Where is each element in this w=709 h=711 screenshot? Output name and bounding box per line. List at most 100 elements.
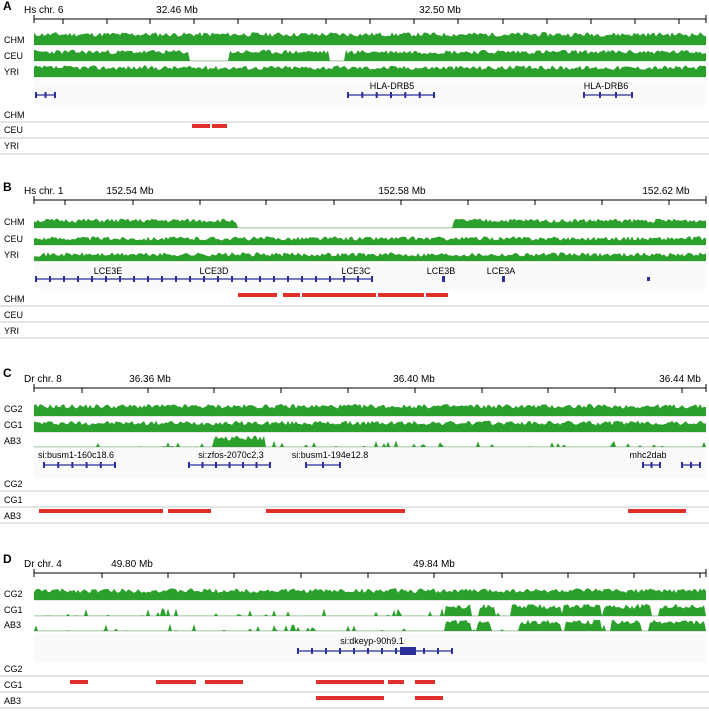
gene-model-mhc2dab (642, 462, 661, 468)
coord-label: 49.84 Mb (413, 559, 455, 570)
deletion-segment (628, 509, 686, 513)
gene-exon (305, 462, 307, 468)
gene-label: si:busm1-194e12.8 (292, 450, 369, 460)
track-label: CG2 (4, 404, 23, 414)
gene-model-lce3-cluster (35, 276, 373, 282)
gene-exon (35, 92, 37, 98)
gene-label: HLA-DRB6 (584, 81, 629, 91)
gene-exon (404, 92, 407, 98)
gene-exon (77, 276, 79, 282)
gene-exon (390, 92, 392, 98)
gene-exon (451, 648, 453, 654)
deletion-segment (212, 124, 227, 128)
coord-label: 36.44 Mb (659, 374, 701, 385)
panel-d-figure: Dr chr. 4 49.80 Mb 49.84 Mb CG2 CG1 AB3 … (0, 559, 709, 709)
track-label: YRI (4, 67, 19, 77)
gene-model-hla-drb5 (347, 92, 435, 98)
gene-exon (699, 462, 701, 468)
track-label: CG1 (4, 605, 23, 615)
gene-exon (44, 92, 47, 98)
track-label: CG1 (4, 420, 23, 430)
coverage-track-cg1 (34, 603, 706, 617)
gene-exon (583, 92, 585, 98)
track-label: YRI (4, 141, 19, 151)
gene-model-si-busm1-160c18-6 (43, 462, 116, 468)
gene-exon (371, 276, 373, 282)
gene-model (681, 462, 701, 468)
gene-exon (63, 276, 65, 282)
gene-exon (339, 462, 341, 468)
deletion-tracks: CHM CEU YRI (0, 110, 709, 155)
deletion-segment (70, 680, 88, 684)
deletion-tracks: CHM CEU YRI (0, 293, 709, 339)
gene-exon (322, 462, 324, 468)
gene-exon (242, 462, 244, 468)
gene-label: LCE3A (487, 266, 516, 276)
coord-label: 36.40 Mb (393, 374, 435, 385)
panel-a-figure: Hs chr. 6 32.46 Mb 32.50 Mb CHM CEU YRI … (0, 5, 709, 155)
panel-letter: B (3, 180, 12, 194)
coord-label: 49.80 Mb (111, 559, 153, 570)
deletion-segment (415, 696, 443, 700)
gene-model-si-dkeyp-90h9-1 (297, 647, 453, 655)
panel-letter: D (3, 552, 12, 566)
gene-model (647, 277, 650, 281)
gene-exon (201, 462, 204, 468)
gene-exon (147, 276, 149, 282)
coverage-profile (34, 49, 706, 61)
gene-exon (297, 648, 299, 654)
gene-exon (381, 648, 383, 654)
gene-exon (642, 462, 644, 468)
coverage-profile (34, 32, 706, 45)
coord-label: 36.36 Mb (129, 374, 171, 385)
coordinate-ruler (33, 384, 707, 393)
coverage-track-ceu (34, 49, 706, 62)
gene-exon (437, 648, 439, 654)
gene-exon (133, 276, 135, 282)
track-label: CEU (4, 125, 23, 135)
coverage-track-chm (34, 32, 706, 46)
coverage-profile (34, 603, 706, 616)
coverage-tracks: CG2 CG1 AB3 (4, 588, 706, 632)
track-label: AB3 (4, 436, 21, 446)
gene-exon (599, 92, 601, 98)
coverage-track-chm (34, 218, 706, 229)
coord-label: 152.58 Mb (378, 186, 426, 197)
track-label: CG1 (4, 495, 23, 505)
deletion-segment (168, 509, 211, 513)
gene-exon (690, 462, 692, 468)
gene-exon (245, 276, 247, 282)
gene-exon (203, 276, 205, 282)
gene-exon (343, 276, 345, 282)
gene-exon (353, 648, 355, 654)
track-label: CHM (4, 35, 25, 45)
deletion-segment (415, 680, 435, 684)
coord-label: 32.50 Mb (419, 5, 461, 16)
deletion-segment (426, 293, 448, 297)
panel-letter: A (3, 0, 12, 13)
gene-exon (615, 92, 617, 98)
gene-exon (659, 462, 661, 468)
coverage-profile (34, 588, 706, 600)
panel-d: D Dr chr. 4 49.80 Mb 49.84 Mb CG2 CG1 AB… (0, 552, 709, 711)
panel-c-figure: Dr chr. 8 36.36 Mb 36.40 Mb 36.44 Mb CG2… (0, 374, 709, 524)
panel-c: C Dr chr. 8 36.36 Mb 36.40 Mb 36.44 Mb C… (0, 366, 709, 526)
gene-model-si-zfos-2070c2-3 (188, 462, 271, 468)
gene-exon (357, 276, 359, 282)
gene-annotation: HLA-DRB5 HLA-DRB6 (34, 81, 706, 105)
deletion-segment (388, 680, 404, 684)
gene-exon (269, 462, 271, 468)
coverage-profile (34, 236, 706, 245)
gene-exon (35, 276, 37, 282)
deletion-segment (378, 293, 424, 297)
gene-exon (49, 276, 51, 282)
gene-label: LCE3E (94, 266, 123, 276)
chrom-label: Hs chr. 6 (24, 5, 64, 16)
coverage-track-cg1 (34, 420, 706, 433)
track-label: CEU (4, 234, 23, 244)
gene-label: LCE3D (199, 266, 229, 276)
gene-exon (259, 276, 261, 282)
track-label: CHM (4, 110, 25, 120)
gene-exon (71, 462, 74, 468)
coverage-tracks: CHM CEU YRI (4, 32, 706, 78)
